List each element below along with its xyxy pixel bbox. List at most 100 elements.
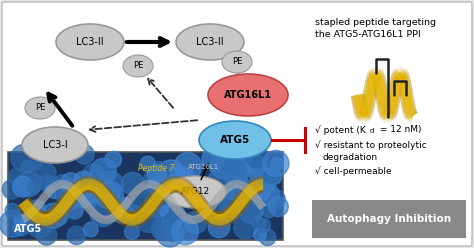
Text: PE: PE — [35, 103, 45, 113]
Text: √ potent (K: √ potent (K — [315, 125, 366, 135]
Circle shape — [2, 180, 22, 199]
Circle shape — [219, 207, 233, 221]
Ellipse shape — [199, 121, 271, 159]
Circle shape — [172, 218, 199, 245]
Circle shape — [16, 171, 41, 196]
Circle shape — [227, 176, 253, 203]
Circle shape — [215, 200, 238, 223]
Circle shape — [11, 144, 38, 172]
Circle shape — [91, 158, 116, 184]
Circle shape — [13, 219, 29, 236]
Circle shape — [173, 189, 191, 207]
Circle shape — [202, 147, 226, 171]
Circle shape — [49, 207, 68, 226]
Circle shape — [25, 203, 45, 224]
Circle shape — [225, 157, 241, 174]
Circle shape — [191, 183, 206, 197]
Text: ATG5: ATG5 — [14, 224, 42, 234]
Circle shape — [28, 156, 42, 170]
Circle shape — [60, 173, 82, 194]
Circle shape — [83, 222, 98, 237]
Text: √ cell-permeable: √ cell-permeable — [315, 166, 392, 176]
Circle shape — [258, 187, 270, 199]
Text: d: d — [370, 128, 374, 134]
Circle shape — [250, 172, 274, 196]
Circle shape — [53, 175, 71, 193]
Circle shape — [36, 224, 57, 245]
Circle shape — [5, 203, 20, 218]
Circle shape — [263, 150, 289, 177]
Circle shape — [220, 186, 237, 204]
Circle shape — [125, 225, 139, 240]
Circle shape — [71, 185, 94, 207]
Ellipse shape — [123, 55, 153, 77]
Circle shape — [131, 189, 154, 212]
Circle shape — [254, 228, 266, 241]
Circle shape — [267, 170, 282, 185]
Circle shape — [98, 171, 124, 197]
Circle shape — [152, 218, 173, 240]
Text: stapled peptide targeting: stapled peptide targeting — [315, 18, 436, 27]
Ellipse shape — [22, 127, 88, 163]
Circle shape — [144, 192, 169, 218]
Circle shape — [34, 162, 56, 185]
Text: LC3-II: LC3-II — [76, 37, 104, 47]
Circle shape — [27, 181, 41, 194]
Text: ATG16L1: ATG16L1 — [224, 90, 272, 100]
Circle shape — [208, 216, 230, 238]
Circle shape — [82, 181, 106, 205]
Text: √ resistant to proteolytic: √ resistant to proteolytic — [315, 140, 427, 150]
Circle shape — [224, 155, 244, 175]
Text: LC3-II: LC3-II — [196, 37, 224, 47]
Text: = 12 nM): = 12 nM) — [377, 125, 421, 134]
Circle shape — [28, 200, 46, 217]
Circle shape — [119, 198, 131, 210]
Circle shape — [246, 145, 268, 168]
Circle shape — [252, 217, 266, 230]
Bar — [8, 152, 283, 240]
Circle shape — [111, 203, 132, 223]
Circle shape — [55, 179, 81, 205]
Circle shape — [56, 187, 70, 201]
Circle shape — [0, 210, 26, 237]
Circle shape — [82, 164, 104, 186]
Circle shape — [81, 185, 101, 205]
Circle shape — [249, 175, 271, 197]
Ellipse shape — [176, 24, 244, 60]
Circle shape — [232, 147, 253, 167]
Circle shape — [156, 219, 184, 247]
Circle shape — [102, 185, 120, 203]
Circle shape — [153, 161, 165, 174]
Circle shape — [165, 226, 181, 242]
Text: Peptide 7: Peptide 7 — [138, 164, 174, 173]
Circle shape — [147, 179, 165, 196]
Circle shape — [74, 145, 94, 164]
Circle shape — [21, 160, 34, 173]
Ellipse shape — [222, 51, 252, 73]
Circle shape — [246, 155, 266, 175]
Circle shape — [105, 151, 121, 168]
Text: LC3-I: LC3-I — [43, 140, 67, 150]
Circle shape — [238, 198, 263, 223]
Circle shape — [65, 184, 81, 200]
Circle shape — [175, 168, 194, 187]
Circle shape — [48, 149, 61, 163]
Ellipse shape — [25, 97, 55, 119]
Text: PE: PE — [133, 62, 143, 70]
Text: PE: PE — [232, 58, 242, 66]
Text: Autophagy Inhibition: Autophagy Inhibition — [327, 214, 451, 224]
Circle shape — [117, 206, 133, 222]
Circle shape — [257, 218, 271, 232]
Circle shape — [140, 156, 155, 172]
Circle shape — [264, 168, 279, 184]
Circle shape — [259, 229, 276, 246]
Circle shape — [223, 161, 248, 186]
Circle shape — [143, 169, 167, 192]
Circle shape — [224, 196, 242, 214]
Circle shape — [228, 157, 250, 180]
Ellipse shape — [164, 176, 226, 208]
Circle shape — [113, 199, 131, 217]
Circle shape — [77, 186, 100, 208]
Circle shape — [65, 201, 83, 219]
Text: ATG16L1: ATG16L1 — [188, 164, 219, 170]
